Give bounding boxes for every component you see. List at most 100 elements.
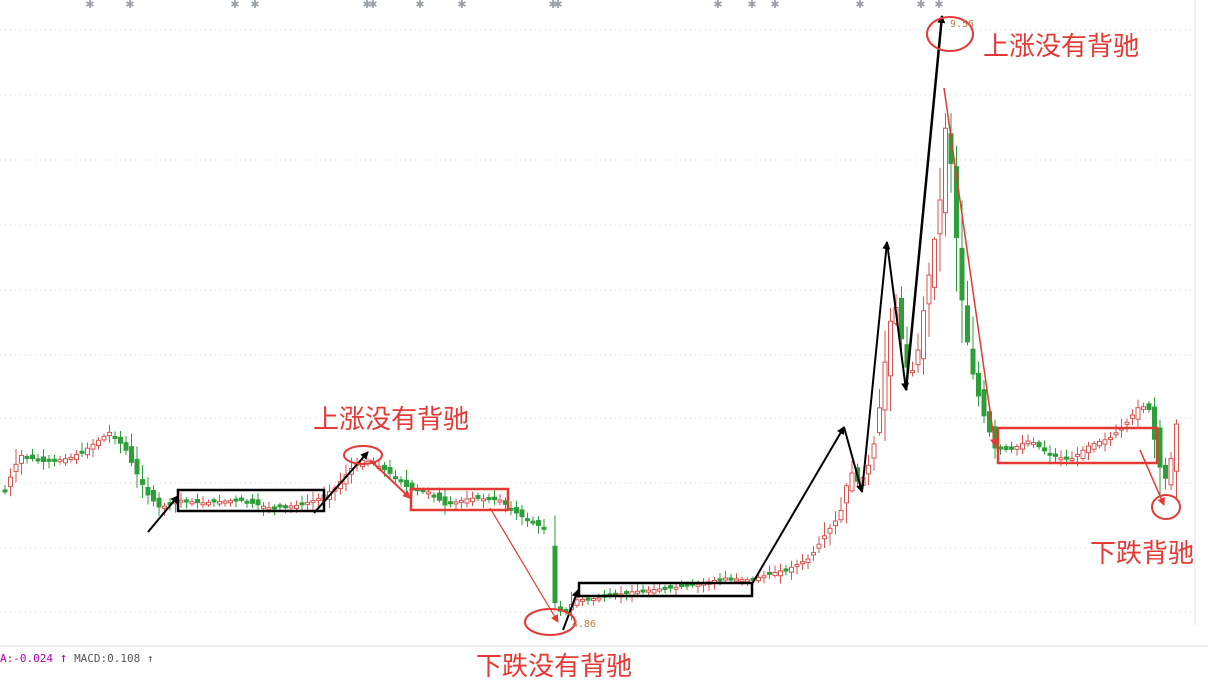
candle-body — [530, 520, 536, 524]
candle-body — [8, 476, 13, 487]
leg-arrow — [147, 495, 179, 533]
candle-body — [728, 577, 734, 581]
candle-body — [635, 590, 640, 594]
star-marker: ✱ — [368, 0, 377, 11]
candle-body — [827, 527, 833, 534]
candle-body — [640, 589, 646, 593]
candle-body — [833, 520, 838, 527]
highlight-circle — [1151, 494, 1181, 520]
candle-body — [404, 479, 409, 488]
candle-body — [580, 598, 585, 602]
candle-body — [877, 407, 882, 434]
candle-body — [508, 507, 514, 511]
candle-body — [145, 486, 151, 496]
star-marker: ✱ — [125, 0, 134, 11]
candle-body — [1003, 446, 1009, 450]
highlight-circle — [524, 608, 576, 636]
candle-body — [1009, 446, 1014, 450]
candle-body — [398, 479, 404, 483]
candle-body — [2, 489, 8, 493]
candle-body — [486, 497, 492, 501]
candle-body — [800, 561, 805, 565]
candle-body — [1020, 443, 1025, 450]
candle-body — [536, 520, 541, 526]
star-marker: ✱ — [85, 0, 94, 11]
candle-body — [745, 579, 750, 583]
candle-body — [1097, 441, 1102, 447]
candle-body — [228, 500, 233, 504]
candle-body — [585, 597, 591, 601]
candle-body — [1113, 432, 1119, 436]
candle-body — [1168, 458, 1174, 486]
candle-body — [90, 443, 96, 450]
candle-body — [574, 599, 580, 606]
candle-body — [1141, 406, 1146, 410]
leg-arrow — [904, 15, 946, 391]
highlight-circle — [926, 16, 974, 52]
candle-body — [470, 497, 475, 503]
candle-body — [74, 454, 79, 461]
candle-body — [134, 458, 140, 475]
candle-body — [822, 535, 827, 540]
candle-body — [959, 247, 965, 301]
star-marker: ✱ — [747, 0, 756, 11]
candle-body — [756, 576, 761, 582]
star-marker: ✱ — [457, 0, 466, 11]
candle-body — [899, 297, 904, 340]
leg-arrow — [562, 589, 580, 631]
candle-body — [272, 506, 277, 510]
candle-body — [921, 310, 926, 360]
candle-body — [734, 578, 739, 582]
candle-body — [1091, 443, 1097, 450]
candle-body — [233, 498, 239, 502]
candle-body — [1069, 458, 1075, 461]
candle-body — [222, 500, 228, 504]
candle-body — [151, 489, 156, 502]
candle-body — [1152, 406, 1157, 440]
candle-body — [118, 436, 123, 444]
consolidation-box — [409, 487, 510, 512]
candle-body — [431, 494, 437, 498]
candle-body — [915, 349, 921, 366]
star-marker: ✱ — [362, 0, 371, 11]
candle-body — [382, 464, 387, 471]
candle-body — [217, 501, 222, 505]
candle-body — [932, 238, 937, 288]
candle-body — [277, 504, 283, 508]
candle-body — [970, 348, 976, 375]
candle-body — [954, 166, 959, 238]
candle-body — [514, 506, 519, 514]
candle-body — [437, 492, 442, 501]
consolidation-box — [176, 488, 326, 513]
candle-body — [849, 472, 855, 492]
star-marker: ✱ — [250, 0, 259, 11]
candle-body — [937, 199, 943, 235]
star-marker: ✱ — [415, 0, 424, 11]
consolidation-box — [577, 581, 754, 598]
candle-body — [393, 476, 398, 480]
candle-body — [30, 454, 35, 459]
candle-body — [453, 501, 459, 505]
candle-body — [943, 127, 948, 214]
leg-arrow — [861, 241, 891, 493]
leg-arrow — [489, 507, 559, 623]
candle-body — [1130, 414, 1135, 419]
annotation-overlays — [147, 15, 1181, 636]
candle-body — [239, 497, 244, 501]
candle-body — [261, 505, 266, 509]
candle-body — [1086, 445, 1091, 454]
candle-body — [13, 463, 19, 472]
candle-body — [811, 552, 816, 556]
candle-body — [695, 583, 701, 587]
candle-body — [162, 505, 167, 509]
candle-body — [442, 496, 448, 506]
candle-body — [481, 498, 486, 502]
candle-body — [41, 456, 46, 463]
candle-body — [244, 500, 250, 504]
candle-body — [624, 591, 629, 595]
candle-body — [761, 575, 767, 579]
up-arrow-icon: ↑ — [59, 651, 68, 666]
candle-body — [767, 571, 772, 575]
